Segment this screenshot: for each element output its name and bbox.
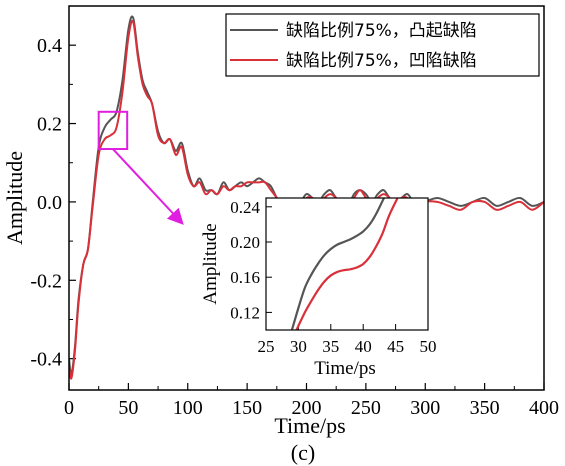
x-tick-label: 250	[351, 397, 381, 419]
inset-y-tick-label: 0.12	[230, 303, 260, 322]
inset-y-axis-title: Amplitude	[200, 223, 221, 304]
inset-series-line-concave	[295, 198, 399, 330]
x-tick-label: 0	[64, 397, 74, 419]
y-tick-label: 0.2	[37, 114, 62, 136]
legend-box	[225, 13, 540, 77]
inset-series-line-convex	[290, 198, 385, 330]
y-axis-title: Amplitude	[2, 151, 27, 245]
x-tick-label: 200	[292, 397, 322, 419]
x-tick-labels: 0 50 100 150 200 250 300 350 400	[64, 397, 559, 419]
legend-label-concave: 缺陷比例75%，凹陷缺陷	[286, 51, 477, 71]
plot-frame	[68, 5, 545, 391]
inset-y-tick-label: 0.16	[230, 268, 260, 287]
inset-x-tick-labels: 25 30 35 40 45 50	[258, 337, 437, 356]
inset-y-tick-label: 0.24	[230, 198, 260, 217]
inset-x-tick-label: 50	[420, 337, 437, 356]
y-tick-labels: -0.4 -0.2 0.0 0.2 0.4	[30, 35, 62, 370]
x-tick-label: 100	[173, 397, 203, 419]
figure-caption: (c)	[291, 440, 315, 465]
inset-frame	[265, 197, 429, 331]
y-tick-label: -0.2	[30, 270, 62, 292]
x-axis-title: Time/ps	[274, 413, 345, 438]
inset-x-tick-label: 45	[387, 337, 404, 356]
y-tick-label: 0.4	[37, 35, 62, 57]
legend-label-convex: 缺陷比例75%，凸起缺陷	[286, 21, 477, 41]
x-tick-label: 400	[529, 397, 559, 419]
x-tick-label: 300	[410, 397, 440, 419]
inset-x-tick-label: 25	[258, 337, 275, 356]
inset-y-tick-label: 0.20	[230, 233, 260, 252]
main-plot: 0 50 100 150 200 250 300 350 400 -0.4-0.20.00.20…	[2, 5, 559, 465]
x-tick-label: 350	[470, 397, 500, 419]
inset-x-tick-label: 30	[290, 337, 307, 356]
inset-plot: 25 30 35 40 45 50 0.12 0.16 0.20 0.24 Time/ps Am…	[200, 197, 437, 379]
inset-x-tick-label: 35	[322, 337, 339, 356]
inset-background	[266, 198, 428, 330]
inset-y-tick-labels: 0.12 0.16 0.20 0.24	[230, 198, 260, 323]
y-tick-label: 0.0	[37, 192, 62, 214]
inset-x-axis-title: Time/ps	[314, 358, 376, 379]
x-tick-label: 50	[118, 397, 138, 419]
zoom-arrow	[112, 148, 184, 225]
y-tick-label: -0.4	[30, 349, 62, 371]
x-tick-label: 150	[232, 397, 262, 419]
legend: 缺陷比例75%，凸起缺陷 缺陷比例75%，凹陷缺陷	[225, 13, 540, 77]
inset-x-tick-label: 40	[355, 337, 372, 356]
